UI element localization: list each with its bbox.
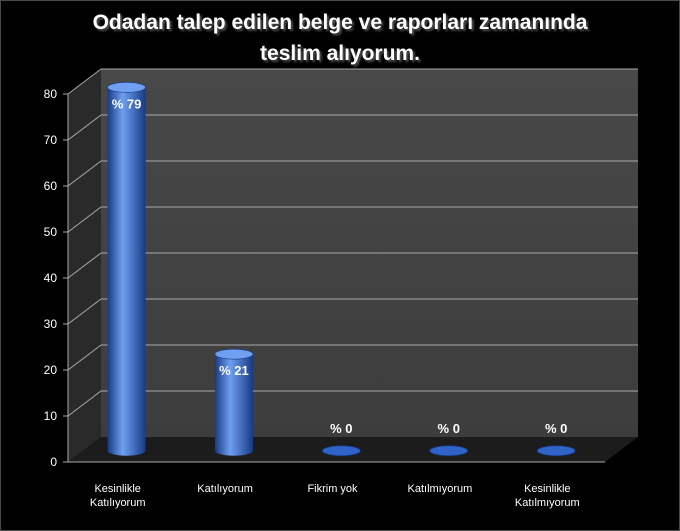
x-category-label: Katılmıyorum [515,497,580,509]
gridline-side [67,206,102,233]
bar-base [536,445,576,457]
x-category-label: Kesinlikle [524,483,570,495]
gridlines [67,68,638,417]
y-tick-label: 20 [44,363,58,377]
y-tick-label: 60 [44,179,58,193]
gridline-side [67,298,102,325]
bar-top [107,82,146,93]
x-category-label: Katılıyorum [197,483,253,495]
gridline-side [67,160,102,187]
data-label: % 0 [330,421,352,436]
bar [321,445,361,457]
bar-body [214,354,253,456]
x-category-label: Fikrim yok [307,483,358,495]
data-labels: % 79 % 21 % 0 % 0 % 0 [112,96,568,435]
bar-base [321,445,361,457]
data-label: % 0 [438,421,460,436]
data-label: % 79 [112,96,142,111]
data-label: % 0 [545,421,567,436]
x-category-label: Katılıyorum [90,497,146,509]
y-tick-label: 30 [44,317,58,331]
bar-base [429,445,469,457]
chart-title-line-1: Odadan talep edilen belge ve raporları z… [92,11,588,34]
gridline-side [67,252,102,279]
chart-title-line-2: teslim alıyorum. [260,42,420,65]
bar [214,348,254,456]
x-category-label: Kesinlikle [94,483,140,495]
x-category-label: Katılmıyorum [408,483,473,495]
bar [536,445,576,457]
gridline-side [67,114,102,141]
y-tick-label: 10 [44,409,58,423]
y-tick-label: 40 [44,271,58,285]
bar [429,445,469,457]
y-axis-ticks: 0 10 20 30 40 50 60 70 80 [44,87,68,469]
x-axis-labels: Kesinlikle Katılıyorum Katılıyorum Fikrim y… [90,483,580,509]
bar-top [214,348,254,360]
bar [107,82,146,456]
y-tick-label: 70 [44,133,58,147]
gridline-side [67,68,102,95]
bar-body [107,87,146,456]
y-tick-label: 0 [50,455,57,469]
gridline-side [67,390,102,417]
y-tick-label: 50 [44,225,58,239]
y-tick-label: 80 [44,87,58,101]
gridline-side [67,344,102,371]
bars [107,82,576,457]
data-label: % 21 [219,363,249,378]
